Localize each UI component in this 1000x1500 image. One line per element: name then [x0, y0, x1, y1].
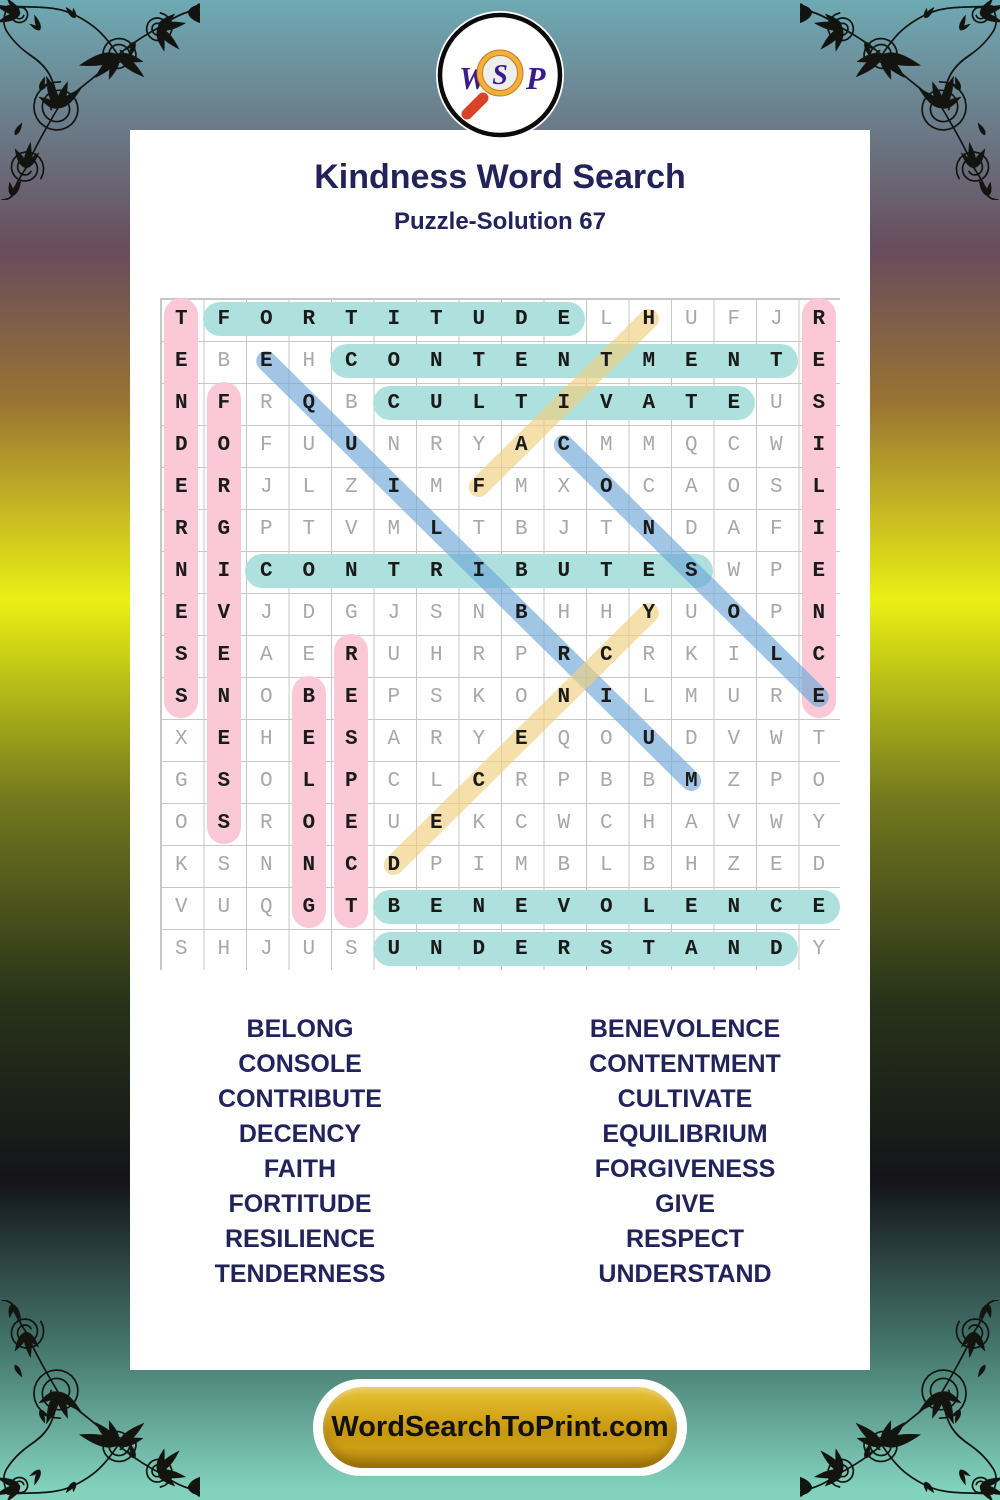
svg-text:S: S — [492, 60, 508, 91]
svg-text:P: P — [525, 60, 546, 96]
